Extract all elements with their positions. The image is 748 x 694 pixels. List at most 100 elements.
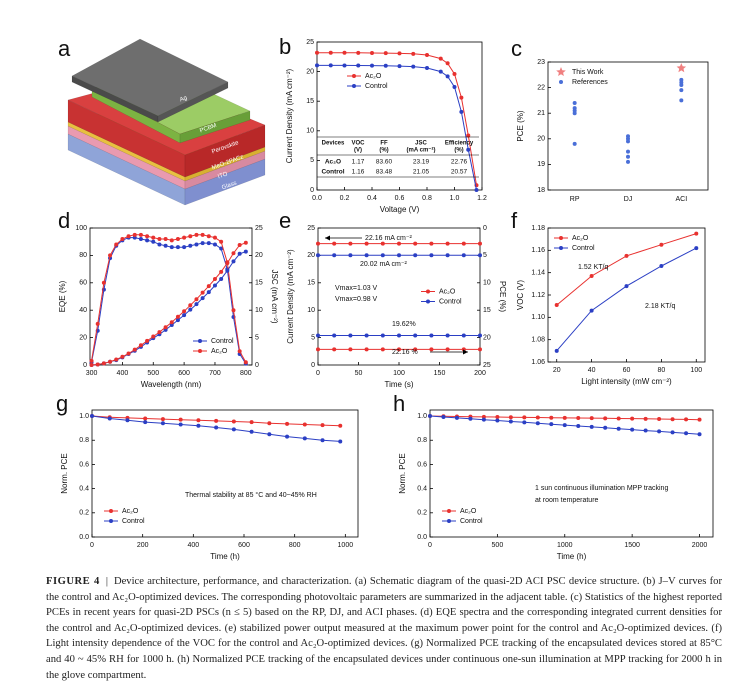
data-point [182, 245, 187, 250]
x-tick-label: 1000 [557, 542, 573, 549]
data-point [200, 232, 205, 237]
x-tick-label: 50 [355, 370, 363, 377]
data-point [554, 348, 559, 353]
data-point [231, 251, 236, 256]
data-point [206, 234, 211, 239]
y-tick-label: 1.0 [417, 413, 427, 420]
annotation: Vmax=1.03 V [335, 285, 378, 292]
data-point [107, 416, 112, 421]
x-tick-label: 0 [90, 542, 94, 549]
x-tick-label: 0.8 [422, 195, 432, 202]
data-point [214, 418, 219, 423]
data-point [643, 416, 648, 421]
y-tick-label: 1.14 [531, 270, 545, 277]
data-point [200, 290, 205, 295]
data-point [95, 321, 100, 326]
data-point [364, 241, 369, 246]
data-point [348, 347, 353, 352]
legend-label: Ac₂O [572, 235, 589, 242]
x-axis-label: Light intensity (mW cm⁻²) [581, 377, 672, 386]
x-tick-label: 1000 [338, 542, 354, 549]
data-point [478, 241, 482, 246]
data-point [169, 320, 174, 325]
data-point [157, 242, 162, 247]
data-point [356, 50, 361, 55]
data-point [194, 302, 199, 307]
data-point [145, 234, 150, 239]
plot-frame [547, 61, 709, 191]
legend-label: Ac₂O [122, 508, 139, 515]
data-point [151, 235, 156, 240]
y-tick-label: 0 [83, 362, 87, 369]
y-tick-label: 5 [310, 157, 314, 164]
data-point [452, 71, 457, 76]
data-point [589, 424, 594, 429]
data-point [163, 327, 168, 332]
data-point [126, 234, 131, 239]
data-point [125, 418, 130, 423]
data-point [397, 64, 402, 69]
data-point [120, 236, 125, 241]
y-axis-label: VOC (V) [516, 280, 525, 311]
x-tick-label: 500 [492, 542, 504, 549]
legend-marker [426, 299, 430, 304]
data-point [572, 141, 577, 146]
x-tick-label: 20 [553, 367, 561, 374]
data-point [231, 308, 236, 313]
data-point [348, 241, 353, 246]
y-tick-label: 0.0 [417, 534, 427, 541]
layer-face [157, 81, 229, 123]
data-point [132, 232, 137, 237]
annotation: Vmax=0.98 V [335, 296, 378, 303]
data-point [425, 66, 429, 71]
data-point [380, 333, 385, 338]
data-point [338, 439, 343, 444]
data-point [697, 417, 702, 422]
table-cell: 22.76 [451, 159, 468, 166]
data-point [624, 284, 629, 289]
plot-frame [89, 227, 253, 366]
layer-label: Ag [179, 95, 188, 103]
y2-axis-label: PCE (%) [498, 281, 507, 312]
data-point [679, 83, 684, 88]
x-axis-label: Voltage (V) [380, 205, 420, 214]
data-point [626, 154, 630, 159]
legend-label: Control [572, 245, 595, 252]
data-point [188, 234, 193, 239]
x-tick-label: 40 [588, 367, 596, 374]
legend-marker [559, 80, 563, 84]
y2-tick-label: 20 [255, 252, 263, 259]
y-axis-label: Current Density (mA cm⁻²) [286, 249, 295, 344]
data-point [108, 253, 113, 258]
x-tick-label: 80 [657, 367, 665, 374]
caption-label: FIGURE 4 [46, 576, 100, 587]
data-point [562, 423, 567, 428]
data-point [101, 361, 106, 366]
y-tick-label: 0.4 [79, 485, 89, 492]
data-point [697, 432, 702, 437]
data-point [445, 347, 450, 352]
x-tick-label: 700 [209, 370, 221, 377]
table-cell: 23.19 [413, 159, 430, 166]
table-header: Devices [322, 141, 345, 147]
data-point [145, 238, 150, 243]
data-point [429, 253, 434, 258]
y-tick-label: 15 [306, 98, 314, 105]
data-point [554, 303, 559, 308]
x-tick-label: RP [570, 196, 580, 203]
data-point [684, 431, 689, 436]
data-point [169, 245, 174, 250]
data-point [659, 242, 664, 247]
data-point [219, 239, 224, 244]
y-tick-label: 23 [537, 59, 545, 66]
data-point [694, 231, 699, 236]
x-axis-label: Time (h) [210, 552, 240, 561]
data-point [143, 420, 148, 425]
y2-tick-label: 5 [483, 252, 487, 259]
data-point [101, 280, 106, 285]
data-point [397, 241, 401, 246]
plot-frame [429, 409, 714, 538]
data-point [413, 333, 418, 338]
data-point [175, 245, 180, 250]
